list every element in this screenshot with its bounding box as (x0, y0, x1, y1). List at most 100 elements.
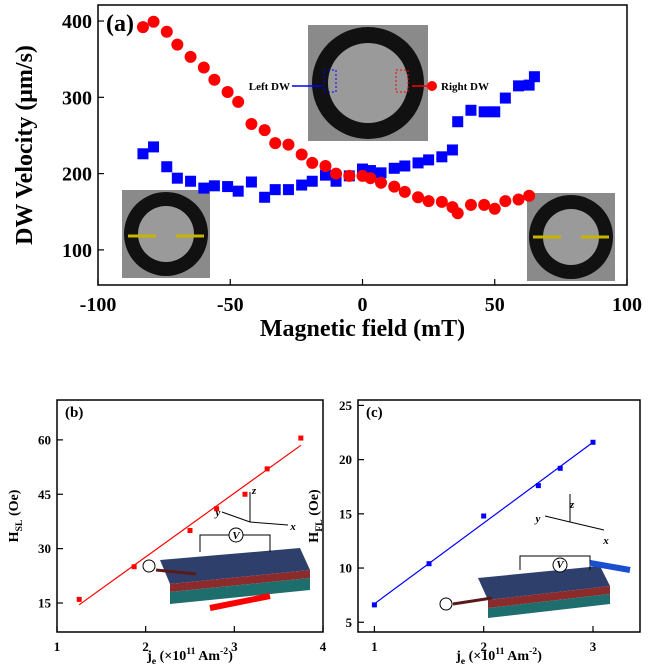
marker (590, 439, 596, 445)
marker (523, 189, 536, 202)
marker (357, 163, 368, 175)
y-tick-label: 15 (339, 506, 353, 521)
x-tick-label: -100 (80, 294, 117, 316)
marker (528, 71, 540, 83)
marker (488, 202, 501, 215)
x-tick-label: 100 (612, 294, 642, 316)
device-b (142, 492, 310, 611)
marker (371, 602, 377, 608)
y-tick-label: 10 (339, 561, 352, 576)
label-part: j (146, 649, 152, 664)
marker (171, 38, 184, 51)
x-tick-label: 2 (142, 639, 149, 654)
y-tick-label: 20 (339, 452, 352, 467)
y-tick-label: 200 (62, 164, 92, 186)
x-tick-label: -50 (217, 294, 244, 316)
plot-frame (357, 399, 641, 633)
marker (436, 151, 448, 163)
x-axis-label: je (×1011 Am-2) (146, 646, 233, 667)
annotation: z (569, 499, 575, 511)
panel-label: (b) (65, 405, 83, 421)
label-part: Am (505, 649, 530, 664)
x-tick-label: 3 (590, 639, 597, 654)
marker (478, 106, 490, 118)
marker (499, 195, 512, 208)
marker (364, 165, 376, 177)
marker (499, 92, 511, 104)
label-part: H (7, 531, 22, 542)
marker (465, 104, 477, 116)
marker (398, 185, 411, 198)
marker (388, 162, 400, 174)
marker (451, 207, 464, 220)
marker (422, 195, 435, 208)
marker (423, 154, 435, 166)
label-part: H (307, 532, 322, 543)
label-part: j (455, 649, 461, 664)
plot-frame (56, 399, 324, 633)
x-axis-label: Magnetic field (mT) (260, 316, 465, 342)
marker (388, 180, 401, 193)
annotation: z (251, 485, 257, 497)
panel-label: (c) (366, 405, 383, 421)
marker (269, 184, 281, 196)
marker (282, 184, 294, 196)
marker (512, 193, 525, 206)
marker (137, 148, 149, 160)
y-tick-label: 5 (346, 615, 353, 630)
inset-left (122, 190, 210, 278)
marker (131, 564, 137, 570)
label-part: -2 (220, 646, 228, 657)
annotation: V (556, 559, 565, 571)
marker (319, 169, 331, 181)
annotation: x (602, 535, 609, 547)
marker (264, 466, 270, 472)
marker (452, 116, 464, 128)
marker (319, 159, 332, 172)
marker (258, 124, 271, 137)
label-part: SL (14, 519, 25, 531)
marker (523, 79, 535, 91)
marker (214, 506, 220, 512)
marker (197, 61, 210, 74)
label-part: ) (537, 649, 542, 664)
label-part: (×10 (465, 649, 495, 664)
marker (306, 156, 319, 169)
marker (232, 95, 245, 108)
marker (296, 179, 308, 191)
marker (478, 198, 491, 211)
x-tick-label: 2 (480, 639, 487, 654)
inset-right (527, 193, 615, 281)
marker (330, 167, 343, 180)
label-part: Am (196, 649, 221, 664)
marker (222, 181, 234, 193)
marker (171, 172, 183, 184)
marker (245, 118, 258, 131)
marker (184, 50, 197, 63)
marker (481, 513, 487, 519)
marker (513, 80, 525, 92)
marker (221, 85, 234, 98)
marker (147, 15, 160, 28)
panel-label: (a) (106, 11, 134, 37)
x-tick-label: 0 (358, 294, 368, 316)
legend-label: Left DW (249, 81, 290, 93)
marker (298, 435, 304, 441)
fit-line (78, 444, 302, 606)
device-c (439, 494, 631, 618)
marker (375, 167, 387, 179)
y-tick-label: 15 (38, 596, 52, 611)
annotation: V (232, 530, 241, 542)
y-tick-label: 300 (62, 87, 92, 109)
y-tick-label: 30 (38, 541, 51, 556)
marker (269, 137, 282, 150)
marker (412, 157, 424, 169)
marker (161, 161, 173, 173)
y-tick-label: 100 (62, 240, 92, 262)
label-part: ) (228, 649, 233, 664)
marker (259, 191, 271, 203)
marker (489, 106, 501, 118)
label-part: (Oe) (7, 489, 22, 519)
fit-line (374, 441, 594, 605)
